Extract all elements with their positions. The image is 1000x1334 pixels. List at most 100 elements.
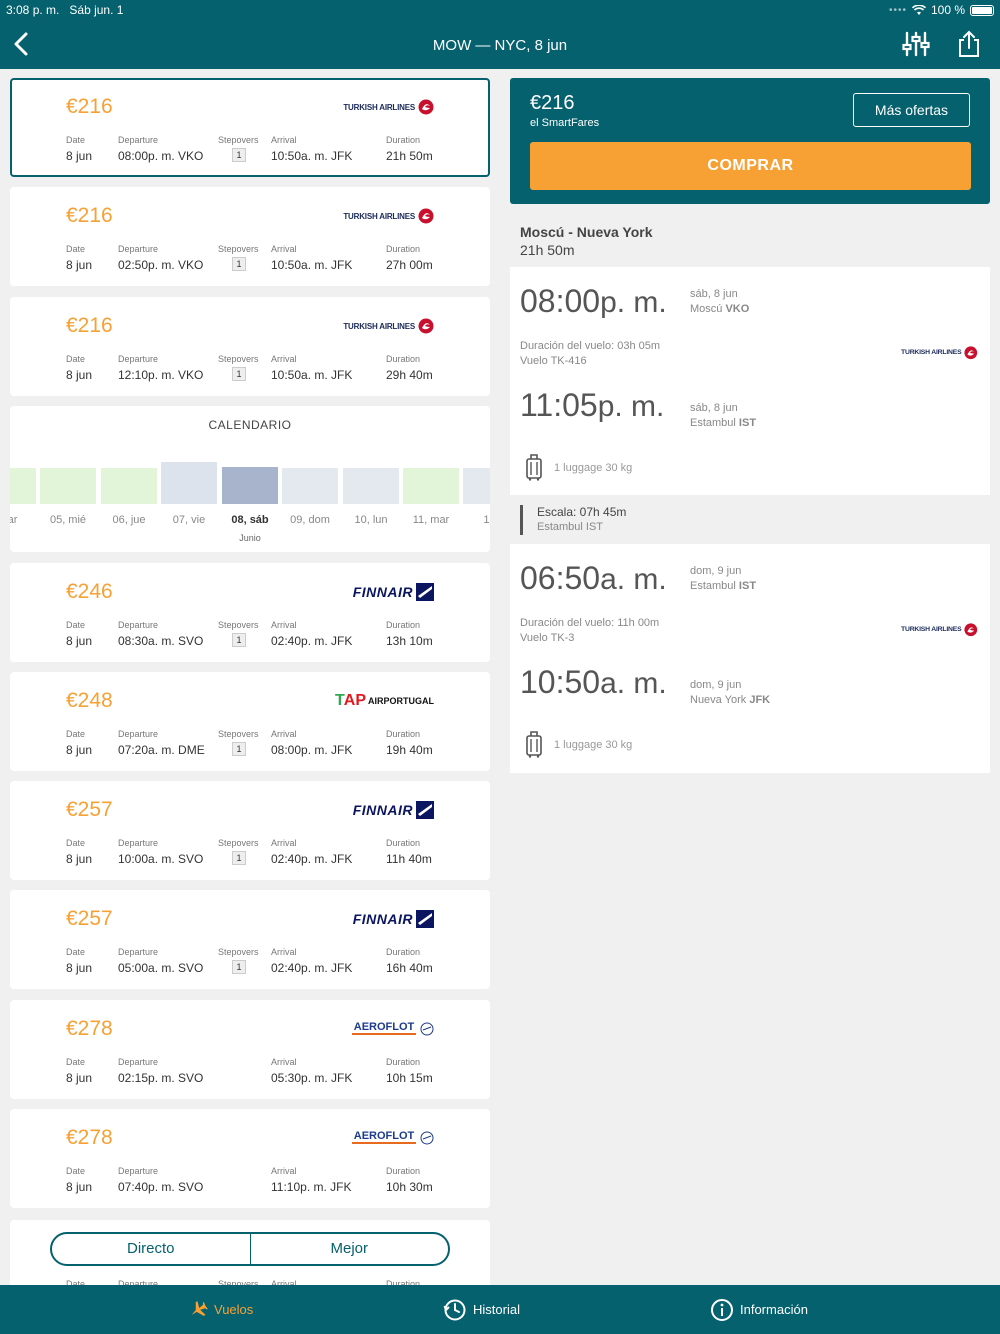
offer-price: €216: [530, 92, 575, 114]
col-label-departure: Departure: [118, 620, 159, 630]
col-label-arrival: Arrival: [271, 1057, 297, 1067]
col-label-date: Date: [66, 620, 86, 630]
col-label-duration: Duration: [386, 947, 421, 957]
battery-icon: [970, 4, 994, 16]
flight-duration: 16h 40m: [386, 961, 433, 975]
calendar-bar[interactable]: [40, 468, 96, 504]
tab-flights[interactable]: Vuelos: [188, 1285, 253, 1334]
col-label-duration: Duration: [386, 354, 421, 364]
col-label-departure: Departure: [118, 729, 159, 739]
toggle-direct[interactable]: Directo: [126, 1240, 175, 1257]
col-label-date: Date: [66, 1057, 86, 1067]
flight-card[interactable]: €216 TURKISH AIRLINES Date 8 jun Departu…: [10, 297, 490, 396]
calendar-bar[interactable]: [282, 468, 338, 504]
segment-departure-time: 08:00p. m.: [520, 283, 667, 319]
flight-card[interactable]: €216 TURKISH AIRLINES Date 8 jun Departu…: [10, 78, 490, 177]
flight-date: 8 jun: [66, 1180, 93, 1194]
col-label-arrival: Arrival: [271, 729, 297, 739]
calendar-day-label[interactable]: 09, dom: [290, 514, 330, 526]
route-duration: 21h 50m: [520, 242, 575, 258]
segment-arrival-time: 11:05p. m.: [520, 387, 665, 423]
flight-arrival: 10:50a. m. JFK: [271, 149, 353, 163]
flight-card[interactable]: €246 FINNAIR Date 8 jun Departure 08:30a…: [10, 563, 490, 662]
flight-segment: 06:50a. m. dom, 9 jun Estambul IST Duraci…: [510, 544, 990, 773]
tab-history[interactable]: Historial: [443, 1285, 520, 1334]
calendar-bar[interactable]: [161, 462, 217, 504]
flight-duration: 27h 00m: [386, 258, 433, 272]
flight-card[interactable]: €278 AEROFLOT Date 8 jun Departure 02:15…: [10, 1000, 490, 1099]
turkish-tulip-icon: [418, 99, 434, 115]
flight-price: €257: [66, 907, 113, 930]
sort-toggle: Directo Mejor: [50, 1232, 450, 1266]
flight-duration: 10h 30m: [386, 1180, 433, 1194]
flight-card[interactable]: €278 AEROFLOT Date 8 jun Departure 07:40…: [10, 1109, 490, 1208]
calendar-day-label[interactable]: 08, sáb: [231, 514, 269, 526]
turkish-airlines-logo: TURKISH AIRLINES: [901, 346, 978, 360]
calendar-day-label[interactable]: 06, jue: [112, 514, 146, 526]
calendar-day-label[interactable]: 10, lun: [354, 514, 388, 526]
airline-name: TURKISH AIRLINES: [901, 626, 962, 634]
aeroflot-logo: AEROFLOT: [352, 1131, 434, 1145]
airline-name: TURKISH AIRLINES: [343, 321, 415, 331]
calendar-day-label[interactable]: mar: [10, 514, 18, 526]
flight-date: 8 jun: [66, 149, 93, 163]
col-label-arrival: Arrival: [271, 947, 297, 957]
calendar-day-label[interactable]: 11, mar: [412, 514, 450, 526]
back-arrow-icon[interactable]: [10, 30, 34, 58]
calendar-bar[interactable]: [222, 467, 278, 504]
airline-logo: AEROFLOT: [352, 1018, 434, 1040]
calendar-bar[interactable]: [10, 468, 36, 504]
layover-title: Escala: 07h 45m: [537, 505, 627, 519]
toggle-best[interactable]: Mejor: [249, 1234, 449, 1264]
stops-badge: 1: [232, 742, 246, 756]
calendar-day-label[interactable]: 07, vie: [172, 514, 206, 526]
flight-price: €257: [66, 798, 113, 821]
flight-price: €248: [66, 689, 113, 712]
calendar-day-label[interactable]: 05, mié: [49, 514, 87, 526]
segment-luggage: 1 luggage 30 kg: [554, 739, 633, 751]
flight-card[interactable]: €257 FINNAIR Date 8 jun Departure 05:00a…: [10, 890, 490, 989]
flight-card[interactable]: €248 T AP AIRPORTUGAL Date 8 jun Departur…: [10, 672, 490, 771]
finnair-flag-icon: [416, 583, 434, 601]
battery-percent: 100 %: [930, 3, 965, 17]
flight-card[interactable]: €257 FINNAIR Date 8 jun Departure 10:00a…: [10, 781, 490, 880]
flight-departure: 12:10p. m. VKO: [118, 368, 204, 382]
finnair-logo: FINNAIR: [353, 583, 434, 601]
finnair-flag-icon: [416, 801, 434, 819]
col-label-stepovers: Stepovers: [218, 620, 259, 630]
share-icon[interactable]: [956, 30, 982, 58]
more-offers-button[interactable]: Más ofertas: [853, 93, 970, 127]
filter-sliders-icon[interactable]: [902, 30, 930, 58]
col-label-date: Date: [66, 729, 86, 739]
airline-logo: T AP AIRPORTUGAL: [335, 690, 434, 712]
col-label-date: Date: [66, 947, 86, 957]
finnair-logo: FINNAIR: [353, 801, 434, 819]
finnair-logo: FINNAIR: [353, 910, 434, 928]
turkish-airlines-logo: TURKISH AIRLINES: [343, 318, 434, 334]
flight-departure: 07:20a. m. DME: [118, 743, 205, 757]
stops-badge: 1: [232, 851, 246, 865]
flight-date: 8 jun: [66, 743, 93, 757]
col-label-departure: Departure: [118, 1279, 159, 1289]
col-label-departure: Departure: [118, 135, 159, 145]
plane-icon: [191, 1300, 208, 1316]
airline-logo: TURKISH AIRLINES: [343, 315, 434, 337]
calendar-bar[interactable]: [343, 468, 399, 504]
col-label-duration: Duration: [386, 1166, 421, 1176]
airline-name: AIRPORTUGAL: [368, 696, 434, 706]
flight-card[interactable]: €216 TURKISH AIRLINES Date 8 jun Departu…: [10, 187, 490, 286]
turkish-tulip-icon: [418, 208, 434, 224]
turkish-airlines-logo: TURKISH AIRLINES: [901, 623, 978, 637]
stops-badge: 1: [232, 633, 246, 647]
turkish-airlines-logo: TURKISH AIRLINES: [343, 99, 434, 115]
calendar-bar[interactable]: [101, 468, 157, 504]
airline-name: AEROFLOT: [353, 1021, 415, 1033]
calendar-day-label[interactable]: 12,: [483, 514, 490, 526]
flight-price: €278: [66, 1017, 113, 1040]
calendar-bar[interactable]: [463, 468, 490, 504]
calendar-bar[interactable]: [403, 468, 459, 504]
buy-button[interactable]: COMPRAR: [530, 142, 971, 190]
tab-info[interactable]: Información: [710, 1285, 808, 1334]
wifi-icon: [911, 4, 926, 15]
segment-arrival-meta: sáb, 8 jun Estambul IST: [690, 402, 757, 429]
